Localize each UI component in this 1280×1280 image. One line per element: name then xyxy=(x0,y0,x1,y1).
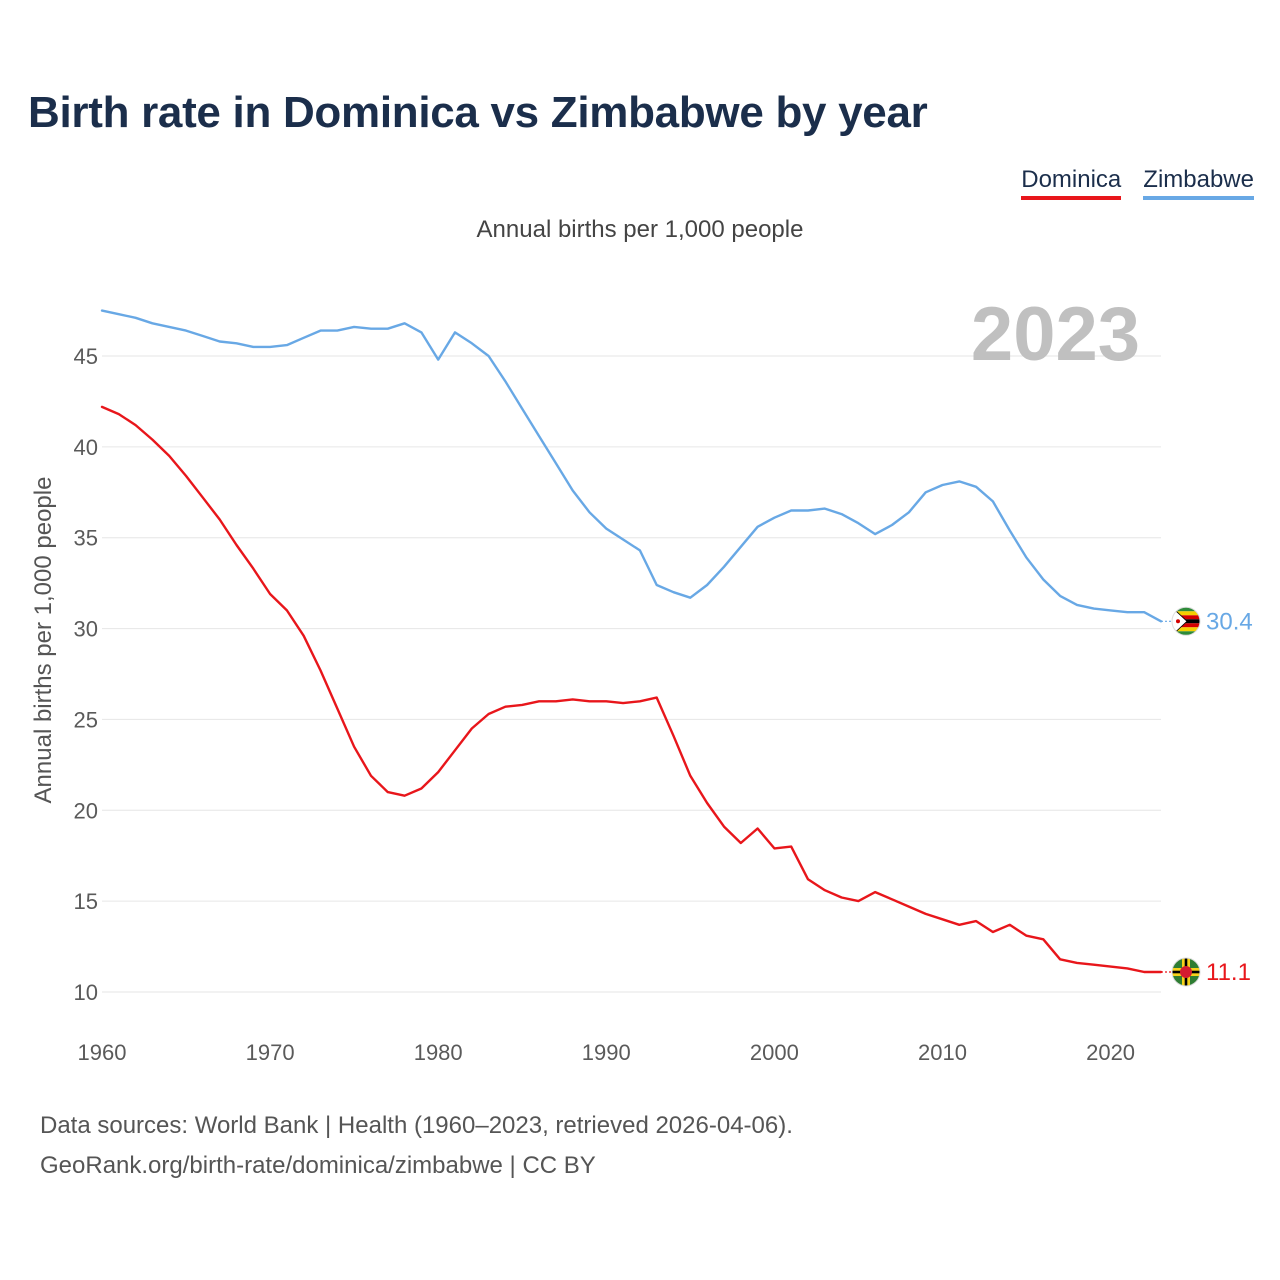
x-tick-label-2000: 2000 xyxy=(750,1040,799,1065)
y-tick-label-10: 10 xyxy=(74,980,98,1005)
y-tick-label-25: 25 xyxy=(74,707,98,732)
source-url[interactable]: GeoRank.org/birth-rate/dominica/zimbabwe… xyxy=(40,1152,596,1179)
series-line-zimbabwe xyxy=(100,309,1163,623)
footer: Data sources: World Bank | Health (1960–… xyxy=(40,1106,793,1186)
year-watermark: 2023 xyxy=(971,292,1140,377)
legend-item-dominica[interactable]: Dominica xyxy=(1021,166,1122,200)
dominica-flag-icon xyxy=(1171,957,1201,987)
legend: Dominica Zimbabwe xyxy=(1021,166,1254,200)
data-source-note: Data sources: World Bank | Health (1960–… xyxy=(40,1112,793,1139)
end-value-dominica: 11.1 xyxy=(1206,959,1251,986)
chart-title: Birth rate in Dominica vs Zimbabwe by ye… xyxy=(28,88,928,137)
end-value-zimbabwe: 30.4 xyxy=(1206,608,1253,635)
x-tick-label-2010: 2010 xyxy=(918,1040,967,1065)
y-tick-label-40: 40 xyxy=(74,435,98,460)
y-tick-label-45: 45 xyxy=(74,344,98,369)
y-tick-label-20: 20 xyxy=(74,798,98,823)
chart-subtitle: Annual births per 1,000 people xyxy=(476,216,804,243)
y-tick-label-30: 30 xyxy=(74,617,98,642)
x-tick-label-1970: 1970 xyxy=(246,1040,295,1065)
x-tick-label-1990: 1990 xyxy=(582,1040,631,1065)
x-tick-label-2020: 2020 xyxy=(1086,1040,1135,1065)
y-axis-title: Annual births per 1,000 people xyxy=(30,477,57,804)
zimbabwe-flag-icon xyxy=(1171,606,1201,636)
legend-item-zimbabwe[interactable]: Zimbabwe xyxy=(1143,166,1254,200)
y-tick-label-35: 35 xyxy=(74,526,98,551)
x-tick-label-1980: 1980 xyxy=(414,1040,463,1065)
series-line-dominica xyxy=(100,405,1163,974)
x-tick-label-1960: 1960 xyxy=(78,1040,127,1065)
y-tick-label-15: 15 xyxy=(74,889,98,914)
